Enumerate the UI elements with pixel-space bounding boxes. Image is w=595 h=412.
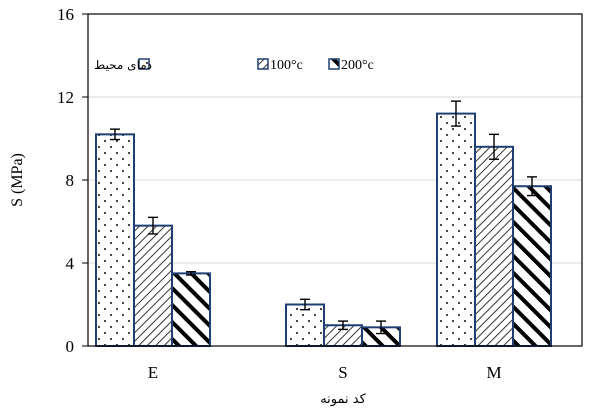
y-tick-label: 8 [66,171,75,190]
legend-swatch-100c [257,58,269,70]
x-tick-label-S: S [338,363,347,382]
bar-M-2 [512,185,552,347]
x-tick-label-M: M [486,363,501,382]
bar-E-1 [133,224,173,347]
y-tick-label: 0 [66,337,75,356]
tick-labels: 0 4 8 12 16 E S M [57,5,502,382]
legend-label-ambient: دمای محیط [94,58,152,72]
bar-M-1 [474,145,514,347]
legend-label-200c: 200°c [341,58,374,73]
bar-E-2 [171,272,211,347]
bars [95,112,552,348]
legend-swatch-ambient [138,58,150,70]
y-axis-title: S (MPa) [9,153,26,207]
y-tick-label: 12 [57,88,74,107]
bar-E-0 [95,133,135,347]
x-tick-label-E: E [148,363,158,382]
y-tick-label: 4 [66,254,75,273]
bar-M-0 [436,112,476,347]
legend-swatch-200c [328,58,340,70]
x-axis-title: کد نمونه [320,392,366,407]
legend-label-100c: 100°c [270,58,303,73]
legend: دمای محیط 100°c 200°c [94,58,374,73]
bar-S-0 [285,303,325,347]
y-tick-label: 16 [57,5,74,24]
error-bars [110,100,537,335]
